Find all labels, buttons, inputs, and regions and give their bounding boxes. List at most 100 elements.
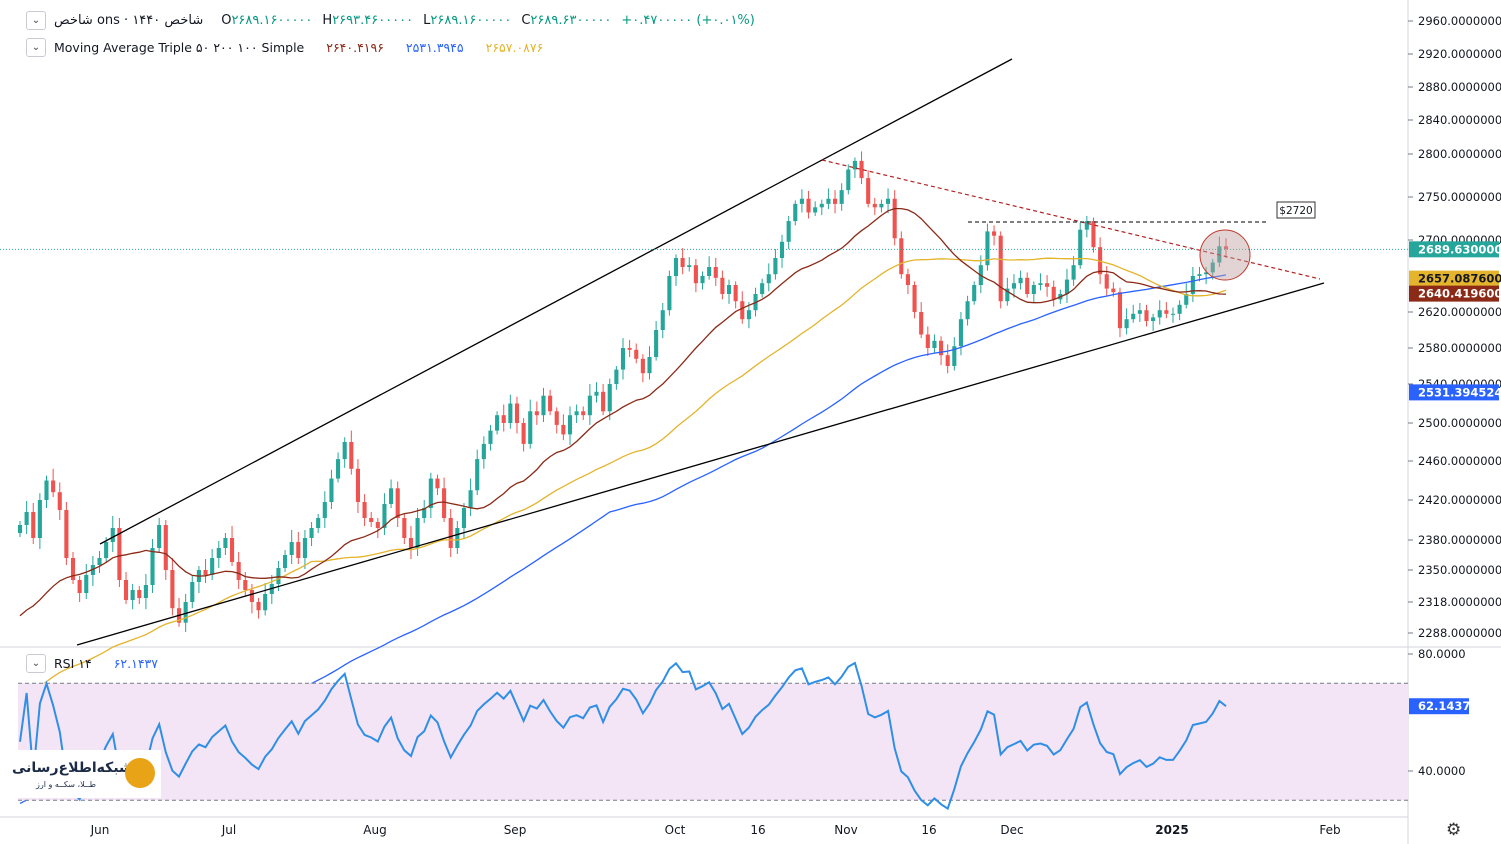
candle-body — [660, 310, 665, 330]
candle — [998, 231, 1003, 309]
price-axis-badge: 2689.6300000 — [1409, 241, 1501, 258]
candle — [408, 526, 414, 559]
candle-body — [150, 548, 155, 585]
candle-body — [693, 265, 698, 284]
candle-body — [1197, 274, 1202, 276]
candle — [852, 157, 857, 179]
price-tick-label: 2880.0000000 — [1418, 80, 1501, 94]
candle — [720, 270, 725, 300]
candle — [534, 401, 539, 425]
candle-body — [170, 570, 175, 609]
candle — [972, 281, 977, 305]
candle-body — [700, 276, 705, 284]
price-axis-badge: 2531.3945243 — [1409, 384, 1501, 401]
candle — [229, 526, 235, 566]
rsi-badge-bg — [1409, 698, 1469, 715]
close-value: ۲۶۸۹.۶۳۰۰۰۰۰ — [530, 13, 612, 28]
candle — [77, 576, 82, 602]
candle-body — [534, 411, 539, 416]
candle-body — [495, 415, 500, 431]
chevron-down-icon[interactable]: ⌄ — [26, 654, 46, 673]
candle — [163, 520, 168, 580]
high-label: H — [322, 13, 333, 28]
candle — [150, 539, 155, 593]
candle — [786, 215, 791, 249]
watermark-logo: شبکه‌اطلاع‌رسانی طــلا، سکــه و ارز — [6, 750, 161, 798]
candle — [567, 406, 573, 445]
candle — [90, 556, 95, 586]
price-tick-label: 2920.0000000 — [1418, 47, 1501, 61]
candle — [680, 248, 685, 275]
candle — [395, 481, 400, 527]
candle-body — [958, 319, 963, 347]
candle — [1177, 300, 1182, 321]
upper-channel-line — [99, 58, 1013, 545]
candle-body — [614, 369, 619, 384]
candle — [561, 414, 566, 441]
candle — [170, 558, 175, 616]
candle — [1124, 308, 1129, 335]
time-tick-label: Aug — [363, 823, 386, 837]
candle-body — [581, 411, 586, 416]
ma200-value: ۲۵۳۱.۳۹۴۵ — [405, 40, 464, 55]
candle — [1031, 281, 1036, 303]
candle-body — [1064, 279, 1070, 294]
candle-body — [210, 558, 215, 575]
badge-label: 2689.6300000 — [1418, 242, 1501, 256]
candle — [442, 477, 447, 522]
rsi-line — [19, 661, 1227, 811]
candle-body — [1051, 286, 1056, 300]
ma-legend-name[interactable]: Moving Average Triple ۵۰ ۲۰۰ ۱۰۰ Simple — [54, 40, 305, 55]
candle-body — [110, 528, 115, 542]
candle-body — [634, 349, 639, 359]
candle-body — [1204, 272, 1209, 275]
candle-body — [455, 528, 460, 548]
rsi-legend-name[interactable]: RSI ۱۴ — [54, 656, 92, 671]
candle-body — [302, 538, 307, 558]
candle — [793, 200, 798, 226]
candle — [939, 336, 944, 366]
annotation-2720: $2720 — [1276, 201, 1316, 219]
candle — [402, 513, 407, 544]
candle — [329, 469, 334, 509]
candle — [468, 478, 473, 516]
price-tick-label: 2318.0000000 — [1418, 595, 1501, 609]
gear-icon[interactable]: ⚙ — [1446, 820, 1462, 840]
candle-body — [773, 258, 778, 275]
candle-body — [163, 525, 168, 570]
candle-body — [123, 580, 129, 600]
candle-body — [806, 198, 811, 213]
candle — [760, 278, 765, 298]
candle — [859, 151, 864, 185]
candle-body — [408, 538, 414, 548]
symbol-title[interactable]: شاخص ons · ۱۴۴۰ شاخص — [54, 13, 204, 28]
candle — [283, 550, 288, 572]
candle — [236, 552, 241, 589]
candle — [726, 279, 732, 304]
chevron-down-icon[interactable]: ⌄ — [26, 38, 46, 57]
time-tick-label: Jun — [90, 823, 110, 837]
candle-body — [866, 178, 871, 204]
candle-body — [813, 207, 818, 213]
candle — [455, 521, 460, 554]
candle-body — [1131, 313, 1136, 320]
chevron-down-icon[interactable]: ⌄ — [26, 11, 46, 30]
candle — [24, 501, 29, 534]
candle — [97, 551, 102, 573]
candle-body — [256, 602, 261, 611]
candle — [44, 475, 49, 508]
candle-body — [362, 502, 367, 518]
candle-body — [51, 480, 56, 493]
candle — [143, 574, 148, 610]
candle-body — [117, 528, 122, 580]
candle-body — [1031, 285, 1036, 294]
candle — [700, 271, 705, 290]
candle-body — [1078, 229, 1083, 266]
candle-body — [1184, 294, 1189, 305]
candle — [422, 500, 427, 523]
candle-body — [481, 443, 486, 460]
candle-body — [852, 160, 857, 170]
price-tick-label: 2580.0000000 — [1418, 341, 1501, 355]
candle-body — [263, 594, 268, 611]
